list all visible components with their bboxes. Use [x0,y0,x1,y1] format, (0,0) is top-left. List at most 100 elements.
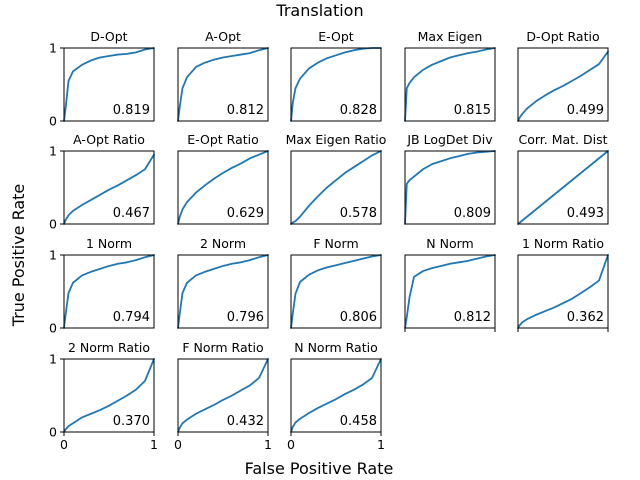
auc-label: 0.812 [454,310,491,325]
roc-panel: F Norm 0.806 [290,236,382,329]
figure-title: Translation [275,1,363,20]
auc-label: 0.370 [113,414,150,429]
roc-curve [517,50,609,122]
y-tick-label: 0 [49,425,57,440]
roc-curve [177,150,269,225]
auc-label: 0.629 [227,206,264,221]
axes-frame [63,254,155,329]
roc-panel: Max Eigen Ratio 0.578 [286,132,387,225]
axes-frame [63,358,155,433]
axes-frame [404,254,496,329]
auc-label: 0.499 [567,103,604,118]
roc-panel: Corr. Mat. Dist 0.493 [517,132,609,225]
auc-label: 0.578 [340,206,377,221]
panel-title: Corr. Mat. Dist [518,132,607,147]
roc-panel: 1 Norm Ratio 0.362 [517,236,609,332]
axes-frame [177,47,269,122]
roc-panel: N Norm Ratio 0.458 0 1 [287,340,385,452]
panel-title: A-Opt Ratio [73,132,145,147]
panel-title: E-Opt Ratio [187,132,259,147]
roc-curve [177,358,269,433]
auc-label: 0.815 [454,103,491,118]
roc-panel: Max Eigen 0.815 [404,29,496,122]
auc-label: 0.806 [340,310,377,325]
x-tick-label: 0 [60,437,68,452]
roc-curve [404,150,496,225]
panel-title: JB LogDet Div [406,132,493,147]
roc-panel: A-Opt 0.812 [177,29,269,122]
roc-panel: D-Opt 0.819 1 0 [49,29,155,129]
y-axis-label: True Positive Rate [9,184,28,328]
y-tick-label: 0 [49,114,57,129]
panel-title: Max Eigen [418,29,483,44]
panel-title: N Norm [426,236,473,251]
panel-title: A-Opt [205,29,241,44]
auc-label: 0.809 [454,206,491,221]
x-tick-label: 1 [264,437,272,452]
axes-frame [290,358,382,433]
axes-frame [290,254,382,329]
auc-label: 0.362 [567,310,604,325]
x-tick-label: 0 [174,437,182,452]
panel-title: D-Opt [90,29,127,44]
axes-frame [517,254,609,329]
axes-frame [517,47,609,122]
axes-frame [290,150,382,225]
auc-label: 0.493 [567,206,604,221]
y-tick-label: 0 [49,321,57,336]
roc-panel: D-Opt Ratio 0.499 [517,29,609,122]
axes-frame [517,150,609,225]
roc-curve [177,254,269,329]
axes-frame [177,150,269,225]
axes-frame [177,358,269,433]
y-tick-label: 1 [49,144,57,159]
roc-curve [290,150,382,225]
auc-label: 0.796 [227,310,264,325]
roc-panel: F Norm Ratio 0.432 0 1 [174,340,272,452]
roc-curve [404,47,496,122]
roc-curve [63,47,155,122]
panel-title: F Norm Ratio [182,340,263,355]
roc-curve [177,47,269,122]
roc-curve [404,254,496,329]
auc-label: 0.432 [227,414,264,429]
panel-title: D-Opt Ratio [526,29,599,44]
panel-title: F Norm [313,236,358,251]
x-axis-label: False Positive Rate [245,459,394,478]
axes-frame [290,47,382,122]
y-tick-label: 1 [49,248,57,263]
y-tick-label: 1 [49,41,57,56]
auc-label: 0.828 [340,103,377,118]
panel-title: Max Eigen Ratio [286,132,387,147]
roc-panel: E-Opt 0.828 [290,29,382,122]
y-tick-label: 0 [49,217,57,232]
auc-label: 0.794 [113,310,150,325]
auc-label: 0.812 [227,103,264,118]
auc-label: 0.819 [113,103,150,118]
roc-panel: 1 Norm 0.794 1 0 [49,236,155,336]
roc-curve [63,358,155,433]
auc-label: 0.458 [340,414,377,429]
panel-title: 1 Norm Ratio [522,236,604,251]
panel-title: 2 Norm [200,236,246,251]
roc-panel: A-Opt Ratio 0.467 1 0 [49,132,155,232]
x-tick-label: 0 [287,437,295,452]
axes-frame [63,47,155,122]
auc-label: 0.467 [113,206,150,221]
x-tick-label: 1 [150,437,158,452]
roc-panel: 2 Norm 0.796 [177,236,269,329]
axes-frame [177,254,269,329]
roc-curve [290,358,382,433]
roc-curve [517,150,609,225]
y-tick-label: 1 [49,352,57,367]
roc-curve [517,254,609,329]
x-tick-label: 1 [377,437,385,452]
roc-curve [290,47,382,122]
panel-title: N Norm Ratio [294,340,377,355]
panel-title: E-Opt [318,29,354,44]
panel-title: 1 Norm [86,236,132,251]
panel-title: 2 Norm Ratio [68,340,150,355]
